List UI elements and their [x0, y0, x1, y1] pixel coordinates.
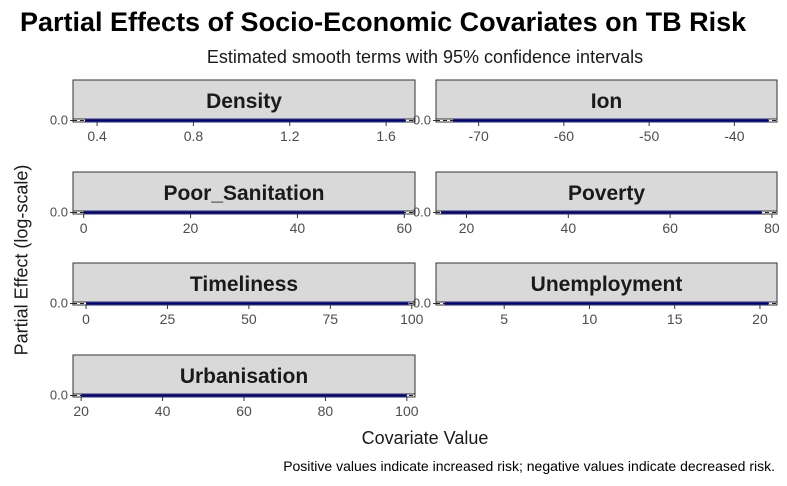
y-tick-label: 0.0 [50, 388, 68, 403]
x-tick-label: 40 [155, 403, 171, 419]
x-tick-label: 40 [561, 220, 577, 236]
x-tick-label: 0.4 [87, 128, 107, 144]
x-tick-label: 10 [582, 311, 598, 327]
y-tick-label: 0.0 [413, 113, 431, 128]
x-tick-label: 20 [459, 220, 475, 236]
facet-strip-label: Poor_Sanitation [163, 182, 324, 205]
chart-subtitle: Estimated smooth terms with 95% confiden… [206, 47, 644, 67]
facet-strip-label: Density [206, 90, 282, 113]
x-tick-label: 50 [241, 311, 257, 327]
facet-strip [435, 262, 778, 303]
x-tick-label: 20 [73, 403, 89, 419]
x-tick-label: 0 [82, 311, 90, 327]
x-tick-label: 20 [183, 220, 199, 236]
facet-panel-poverty: Poverty 0.0 20 40 60 80 [413, 171, 780, 236]
x-tick-label: 1.2 [280, 128, 300, 144]
facet-panel-urbanisation: Urbanisation 0.0 20 40 60 80 100 [50, 354, 419, 419]
facet-strip-label: Timeliness [190, 273, 298, 296]
facet-strip-label: Poverty [568, 182, 645, 205]
facet-strip-label: Urbanisation [180, 365, 308, 388]
x-tick-label: -40 [724, 128, 744, 144]
facet-panel-density: Density 0.0 0.4 0.8 1.2 1.6 [50, 79, 416, 144]
y-tick-label: 0.0 [50, 205, 68, 220]
x-tick-label: 0 [80, 220, 88, 236]
chart-caption: Positive values indicate increased risk;… [283, 458, 775, 474]
facet-panel-poor_sanitation: Poor_Sanitation 0.0 0 20 40 60 [50, 171, 416, 236]
x-tick-label: 0.8 [184, 128, 204, 144]
x-tick-label: 60 [397, 220, 413, 236]
x-tick-label: 20 [752, 311, 768, 327]
x-tick-label: -70 [469, 128, 489, 144]
facet-strip-label: Unemployment [531, 273, 683, 296]
facet-strip-label: Ion [591, 90, 623, 113]
x-axis-label: Covariate Value [361, 428, 489, 448]
x-tick-label: 25 [160, 311, 176, 327]
x-tick-label: 5 [500, 311, 508, 327]
x-tick-label: -60 [554, 128, 574, 144]
facet-strip [72, 354, 416, 395]
facet-strip [435, 79, 778, 120]
x-tick-label: 40 [290, 220, 306, 236]
x-tick-label: 1.6 [376, 128, 396, 144]
x-tick-label: 100 [395, 403, 419, 419]
y-tick-label: 0.0 [50, 113, 68, 128]
x-tick-label: 60 [236, 403, 252, 419]
x-tick-label: -50 [639, 128, 659, 144]
y-tick-label: 0.0 [413, 296, 431, 311]
facet-panel-timeliness: Timeliness 0.0 0 25 50 75 100 [50, 262, 424, 327]
x-tick-label: 80 [318, 403, 334, 419]
facet-strip [72, 262, 416, 303]
x-tick-label: 75 [323, 311, 339, 327]
facet-strip [435, 171, 778, 212]
y-tick-label: 0.0 [413, 205, 431, 220]
x-tick-label: 100 [400, 311, 424, 327]
x-tick-label: 60 [662, 220, 678, 236]
chart-title: Partial Effects of Socio-Economic Covari… [20, 7, 747, 37]
facet-panel-unemployment: Unemployment 0.0 5 10 15 20 [413, 262, 778, 327]
facet-strip [72, 79, 416, 120]
facet-panel-ion: Ion 0.0 -70 -60 -50 -40 [413, 79, 778, 144]
x-tick-label: 15 [667, 311, 683, 327]
y-tick-label: 0.0 [50, 296, 68, 311]
x-tick-label: 80 [764, 220, 780, 236]
